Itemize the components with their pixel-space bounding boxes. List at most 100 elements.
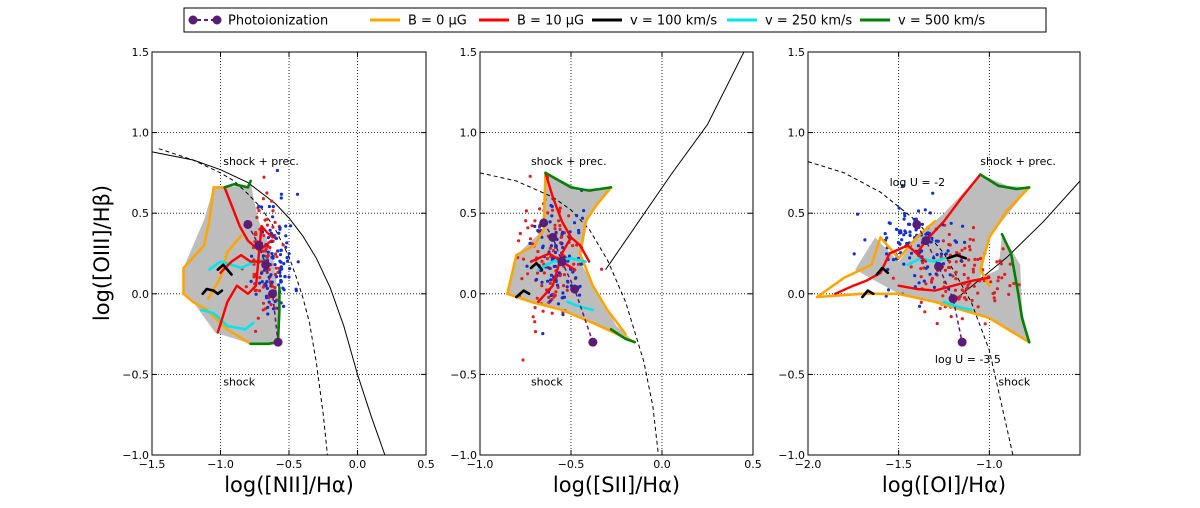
scatter-point-red — [266, 253, 270, 258]
scatter-point-blue — [554, 230, 558, 234]
scatter-point-blue — [902, 211, 907, 216]
y-tick-label: 1.0 — [788, 127, 806, 140]
scatter-point-red — [535, 296, 539, 300]
scatter-point-blue — [578, 293, 582, 297]
scatter-point-blue — [898, 231, 902, 235]
scatter-point-red — [976, 291, 980, 295]
scatter-point-blue — [886, 288, 891, 292]
scatter-point-blue — [963, 240, 967, 244]
scatter-point-blue — [279, 248, 283, 252]
scatter-point-red — [976, 257, 980, 262]
model-line-b0 — [578, 186, 627, 336]
legend-marker — [188, 15, 198, 25]
scatter-point-red — [992, 291, 997, 295]
legend-entry: v = 100 km/s — [592, 14, 717, 29]
scatter-point-red — [962, 263, 967, 267]
scatter-point-red — [995, 260, 999, 264]
scatter-point-red — [972, 284, 976, 288]
legend-entry: Photoionization — [188, 14, 328, 29]
scatter-point-red — [281, 243, 285, 247]
photoionization-point — [557, 257, 567, 267]
scatter-point-red — [545, 257, 550, 261]
x-tick-label: −0.5 — [558, 458, 585, 471]
scatter-point-red — [966, 276, 970, 280]
scatter-point-blue — [287, 252, 291, 256]
scatter-point-red — [967, 258, 971, 262]
scatter-point-blue — [856, 212, 860, 216]
legend-entry: B = 10 μG — [479, 14, 584, 29]
scatter-point-blue — [266, 305, 270, 309]
scatter-point-blue — [275, 168, 279, 173]
scatter-point-red — [997, 275, 1001, 279]
scatter-point-red — [963, 246, 967, 250]
scatter-point-red — [562, 273, 567, 277]
scatter-point-red — [964, 287, 968, 291]
photoionization-point — [912, 219, 922, 229]
x-tick-label: 0.0 — [653, 458, 671, 471]
scatter-point-blue — [270, 280, 274, 284]
model-line-b10 — [544, 171, 573, 239]
scatter-point-red — [562, 284, 566, 288]
y-tick-label: −1.0 — [122, 449, 149, 462]
scatter-point-blue — [928, 211, 932, 215]
legend-entry: B = 0 μG — [370, 14, 467, 29]
scatter-point-blue — [549, 293, 553, 298]
scatter-point-red — [571, 244, 575, 248]
scatter-point-blue — [275, 275, 279, 279]
scatter-point-red — [275, 255, 279, 259]
scatter-point-red — [973, 257, 977, 261]
scatter-point-red — [548, 281, 553, 285]
scatter-point-blue — [547, 266, 551, 270]
scatter-point-blue — [946, 249, 950, 253]
scatter-point-blue — [561, 230, 565, 234]
scatter-point-red — [258, 275, 262, 280]
scatter-point-red — [268, 245, 272, 250]
scatter-point-red — [535, 271, 540, 275]
scatter-point-blue — [561, 313, 565, 317]
scatter-point-red — [971, 238, 976, 242]
demarcation-solid-line — [605, 52, 745, 270]
scatter-point-red — [919, 275, 923, 279]
scatter-point-blue — [250, 254, 254, 258]
scatter-point-red — [254, 329, 258, 333]
scatter-point-blue — [571, 270, 575, 274]
scatter-point-red — [558, 206, 562, 210]
y-tick-label: 1.0 — [460, 127, 478, 140]
scatter-point-red — [576, 262, 581, 266]
photoionization-point — [273, 337, 283, 347]
model-line-b10 — [897, 276, 991, 292]
scatter-point-red — [976, 305, 980, 309]
scatter-point-blue — [560, 241, 564, 245]
plot-area — [808, 161, 1080, 455]
scatter-point-red — [983, 322, 987, 326]
scatter-point-red — [558, 224, 562, 228]
scatter-point-red — [254, 288, 258, 292]
x-tick-label: −2.0 — [795, 458, 822, 471]
scatter-point-blue — [929, 240, 933, 244]
y-tick-label: 0.5 — [132, 207, 150, 220]
scatter-point-red — [261, 285, 265, 289]
scatter-point-red — [518, 231, 522, 236]
scatter-point-red — [528, 174, 532, 178]
scatter-point-blue — [961, 224, 965, 228]
scatter-point-blue — [271, 205, 275, 209]
scatter-point-blue — [540, 280, 544, 284]
scatter-point-blue — [287, 275, 291, 279]
scatter-point-blue — [284, 224, 288, 228]
scatter-point-red — [533, 320, 537, 324]
photoionization-point — [921, 236, 931, 246]
model-line-b10 — [223, 186, 273, 252]
scatter-point-red — [968, 248, 972, 252]
scatter-point-red — [273, 286, 277, 290]
annotation: log U = -2 — [890, 176, 946, 189]
scatter-point-blue — [924, 232, 928, 236]
scatter-point-red — [957, 297, 961, 301]
scatter-point-red — [891, 276, 896, 280]
scatter-point-red — [962, 272, 966, 277]
scatter-point-red — [993, 299, 997, 303]
scatter-point-red — [528, 237, 533, 241]
annotation: shock + prec. — [531, 155, 607, 168]
axes-frame — [479, 51, 754, 456]
scatter-point-blue — [525, 264, 529, 268]
annotation: shock — [531, 376, 563, 389]
